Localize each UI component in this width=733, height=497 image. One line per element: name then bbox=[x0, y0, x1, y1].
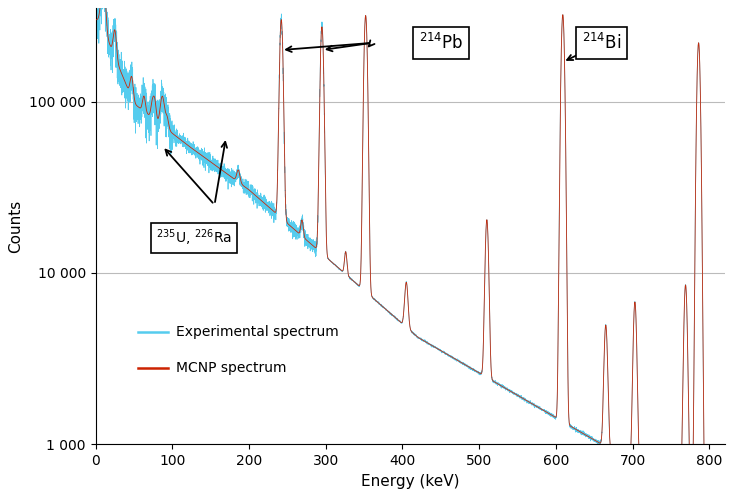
Text: Experimental spectrum: Experimental spectrum bbox=[176, 326, 339, 339]
Text: $^{214}$Bi: $^{214}$Bi bbox=[582, 33, 622, 53]
X-axis label: Energy (keV): Energy (keV) bbox=[361, 474, 460, 489]
Text: $^{214}$Pb: $^{214}$Pb bbox=[419, 33, 463, 53]
Text: MCNP spectrum: MCNP spectrum bbox=[176, 361, 287, 375]
Text: $^{235}$U, $^{226}$Ra: $^{235}$U, $^{226}$Ra bbox=[155, 228, 232, 248]
Y-axis label: Counts: Counts bbox=[8, 200, 23, 253]
